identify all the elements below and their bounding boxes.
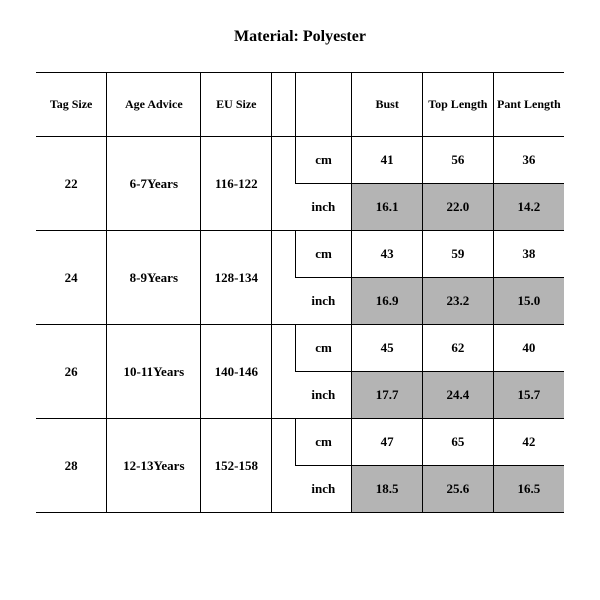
col-eu-size: EU Size <box>201 73 272 137</box>
col-tag-size: Tag Size <box>36 73 107 137</box>
cell-eu: 116-122 <box>201 137 272 231</box>
cell-unit: inch <box>295 466 352 513</box>
cell-eu: 152-158 <box>201 419 272 513</box>
table-row: 24 8-9Years 128-134 cm 43 59 38 <box>36 231 564 278</box>
cell-pant: 42 <box>493 419 564 466</box>
col-bust: Bust <box>352 73 423 137</box>
cell-unit: cm <box>295 137 352 184</box>
cell-top: 25.6 <box>423 466 494 513</box>
cell-spacer <box>272 137 296 231</box>
cell-bust: 47 <box>352 419 423 466</box>
cell-tag: 24 <box>36 231 107 325</box>
cell-top: 23.2 <box>423 278 494 325</box>
cell-top: 56 <box>423 137 494 184</box>
cell-pant: 14.2 <box>493 184 564 231</box>
cell-pant: 40 <box>493 325 564 372</box>
cell-age: 6-7Years <box>107 137 201 231</box>
cell-tag: 28 <box>36 419 107 513</box>
cell-spacer <box>272 231 296 325</box>
table-row: 22 6-7Years 116-122 cm 41 56 36 <box>36 137 564 184</box>
cell-top: 65 <box>423 419 494 466</box>
cell-unit: cm <box>295 419 352 466</box>
table-row: 28 12-13Years 152-158 cm 47 65 42 <box>36 419 564 466</box>
cell-spacer <box>272 325 296 419</box>
cell-eu: 140-146 <box>201 325 272 419</box>
cell-unit: cm <box>295 325 352 372</box>
page: Material: Polyester Tag Size Age Advice … <box>0 0 600 600</box>
col-pant-length: Pant Length <box>493 73 564 137</box>
cell-age: 12-13Years <box>107 419 201 513</box>
cell-top: 62 <box>423 325 494 372</box>
col-top-length: Top Length <box>423 73 494 137</box>
cell-tag: 26 <box>36 325 107 419</box>
cell-unit: inch <box>295 278 352 325</box>
col-spacer <box>272 73 296 137</box>
table-header-row: Tag Size Age Advice EU Size Bust Top Len… <box>36 73 564 137</box>
col-unit <box>295 73 352 137</box>
cell-bust: 16.9 <box>352 278 423 325</box>
col-age-advice: Age Advice <box>107 73 201 137</box>
cell-eu: 128-134 <box>201 231 272 325</box>
cell-bust: 17.7 <box>352 372 423 419</box>
cell-age: 10-11Years <box>107 325 201 419</box>
page-title: Material: Polyester <box>36 28 564 46</box>
cell-bust: 43 <box>352 231 423 278</box>
cell-bust: 16.1 <box>352 184 423 231</box>
cell-pant: 36 <box>493 137 564 184</box>
cell-top: 24.4 <box>423 372 494 419</box>
cell-age: 8-9Years <box>107 231 201 325</box>
cell-tag: 22 <box>36 137 107 231</box>
cell-unit: inch <box>295 372 352 419</box>
table-row: 26 10-11Years 140-146 cm 45 62 40 <box>36 325 564 372</box>
cell-pant: 15.0 <box>493 278 564 325</box>
cell-bust: 18.5 <box>352 466 423 513</box>
cell-unit: cm <box>295 231 352 278</box>
cell-spacer <box>272 419 296 513</box>
cell-unit: inch <box>295 184 352 231</box>
cell-bust: 41 <box>352 137 423 184</box>
cell-pant: 16.5 <box>493 466 564 513</box>
size-table: Tag Size Age Advice EU Size Bust Top Len… <box>36 72 564 513</box>
cell-top: 59 <box>423 231 494 278</box>
cell-pant: 15.7 <box>493 372 564 419</box>
cell-top: 22.0 <box>423 184 494 231</box>
cell-pant: 38 <box>493 231 564 278</box>
cell-bust: 45 <box>352 325 423 372</box>
